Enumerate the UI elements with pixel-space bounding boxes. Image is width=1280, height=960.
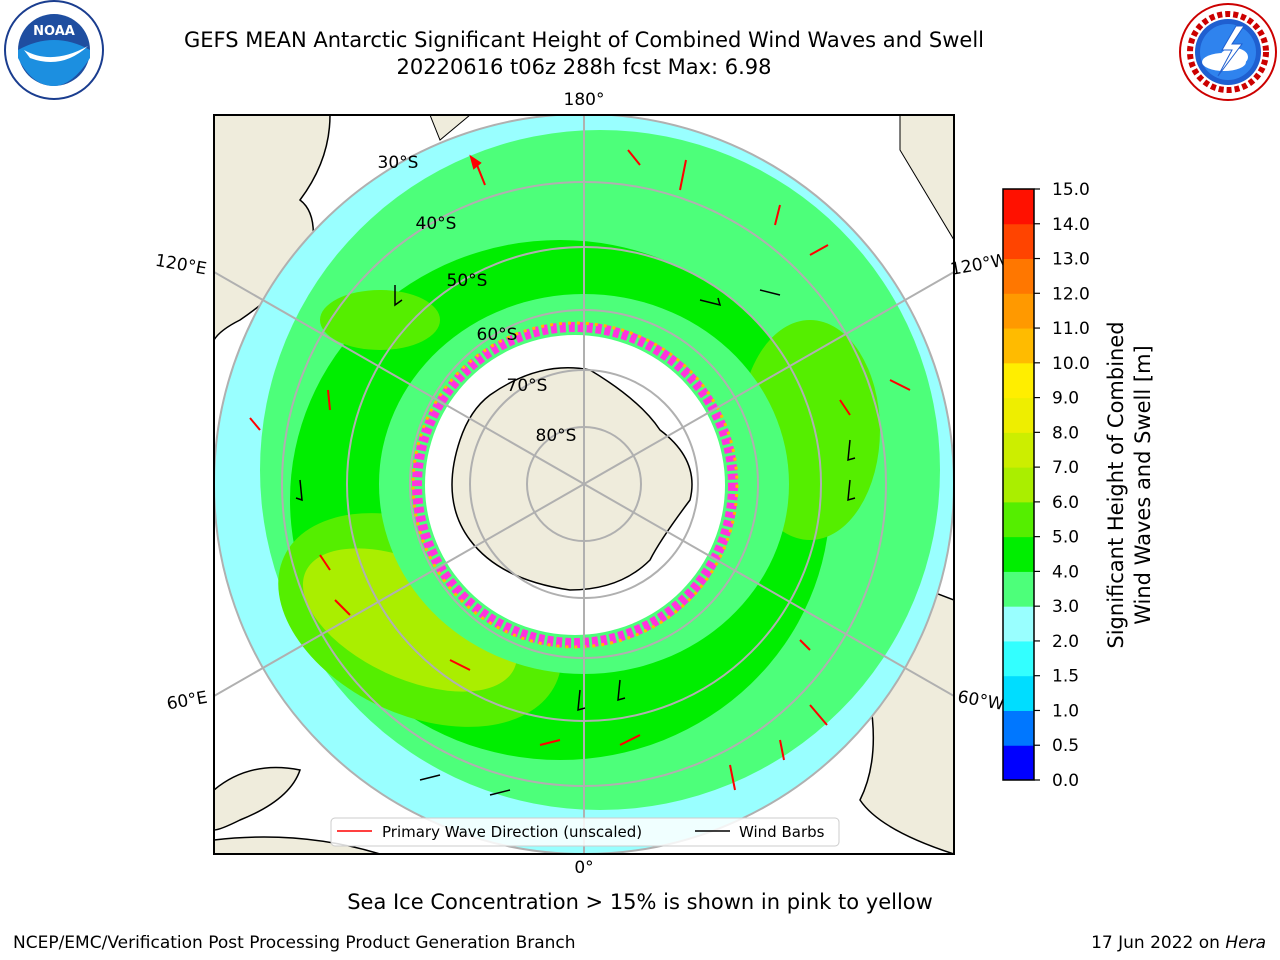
colorbar-tick-label: 15.0 — [1052, 180, 1090, 200]
colorbar — [1002, 188, 1035, 781]
colorbar-tick-label: 9.0 — [1052, 389, 1079, 409]
lat-label-60s: 60°S — [477, 325, 518, 345]
nws-logo — [1179, 3, 1277, 101]
colorbar-tick-label: 13.0 — [1052, 250, 1090, 270]
colorbar-tick-label: 10.0 — [1052, 354, 1090, 374]
land-africa — [214, 836, 381, 854]
colorbar-segment — [1003, 571, 1034, 607]
lat-label-30s: 30°S — [378, 153, 419, 173]
colorbar-segment — [1003, 258, 1034, 294]
colorbar-label: Significant Height of Combined Wind Wave… — [1103, 285, 1157, 685]
colorbar-segment — [1003, 432, 1034, 468]
credit-date-text: 17 Jun 2022 on — [1091, 933, 1226, 953]
colorbar-tick-label: 5.0 — [1052, 528, 1079, 548]
colorbar-segment — [1003, 328, 1034, 364]
colorbar-segment — [1003, 675, 1034, 711]
colorbar-tick-label: 4.0 — [1052, 562, 1079, 582]
lon-label-60e: 60°E — [165, 688, 209, 715]
colorbar-tick-label: 7.0 — [1052, 458, 1079, 478]
colorbar-label-line1: Significant Height of Combined — [1104, 321, 1128, 649]
legend-wave-direction: Primary Wave Direction (unscaled) — [382, 823, 642, 841]
credit-branch: NCEP/EMC/Verification Post Processing Pr… — [13, 933, 576, 953]
sea-ice-note: Sea Ice Concentration > 15% is shown in … — [347, 890, 933, 914]
lon-label-120w: 120°W — [949, 250, 1010, 280]
wave-direction-arrows — [249, 149, 911, 791]
lon-label-120e: 120°E — [154, 251, 208, 280]
lon-label-0: 0° — [574, 858, 593, 878]
credit-host: Hera — [1225, 933, 1266, 953]
chart-title: GEFS MEAN Antarctic Significant Height o… — [183, 28, 985, 52]
legend-wind-barbs: Wind Barbs — [739, 823, 825, 841]
lat-label-40s: 40°S — [416, 214, 457, 234]
lon-label-60w: 60°W — [956, 687, 1006, 715]
colorbar-segment — [1003, 397, 1034, 433]
colorbar-segment — [1003, 745, 1034, 781]
colorbar-segment — [1003, 536, 1034, 572]
colorbar-label-line2: Wind Waves and Swell [m] — [1131, 345, 1155, 625]
colorbar-segment — [1003, 467, 1034, 503]
colorbar-segment — [1003, 293, 1034, 329]
lat-label-50s: 50°S — [447, 271, 488, 291]
sea-ice-edge — [412, 322, 738, 648]
colorbar-tick-label: 1.0 — [1052, 701, 1079, 721]
colorbar-segment — [1003, 640, 1034, 677]
noaa-logo-text: NOAA — [33, 24, 75, 39]
colorbar-tick-label: 2.0 — [1052, 632, 1079, 652]
chart-subtitle: 20220616 t06z 288h fcst Max: 6.98 — [396, 55, 772, 79]
colorbar-segment — [1003, 606, 1034, 642]
colorbar-segment — [1003, 223, 1034, 260]
land-madagascar — [214, 766, 301, 831]
colorbar-segment — [1003, 362, 1034, 399]
lat-label-70s: 70°S — [507, 376, 548, 396]
graticule — [214, 115, 954, 854]
colorbar-tick-label: 12.0 — [1052, 284, 1090, 304]
colorbar-tick-label: 6.0 — [1052, 493, 1079, 513]
land-antarctica — [451, 367, 693, 591]
colorbar-border — [1002, 188, 1035, 781]
lat-label-80s: 80°S — [536, 426, 577, 446]
noaa-logo: NOAA — [4, 0, 104, 100]
map-legend: Primary Wave Direction (unscaled) Wind B… — [330, 817, 840, 847]
lon-label-180: 180° — [564, 90, 605, 110]
colorbar-tick-label: 8.0 — [1052, 423, 1079, 443]
wind-barbs — [295, 285, 856, 796]
colorbar-tick-label: 11.0 — [1052, 319, 1090, 339]
colorbar-segment — [1003, 189, 1034, 225]
colorbar-tick-label: 1.5 — [1052, 667, 1079, 687]
credit-date: 17 Jun 2022 on Hera — [1091, 933, 1266, 953]
colorbar-tick-label: 14.0 — [1052, 215, 1090, 235]
colorbar-tick-label: 0.5 — [1052, 736, 1079, 756]
colorbar-ticks: 0.0 0.5 1.0 1.5 2.0 3.0 4.0 5.0 6.0 7.0 8.0 9.0 10.0… — [1034, 180, 1090, 791]
colorbar-tick-label: 0.0 — [1052, 771, 1079, 791]
colorbar-segment — [1003, 501, 1034, 538]
colorbar-tick-label: 3.0 — [1052, 597, 1079, 617]
colorbar-segment — [1003, 710, 1034, 746]
